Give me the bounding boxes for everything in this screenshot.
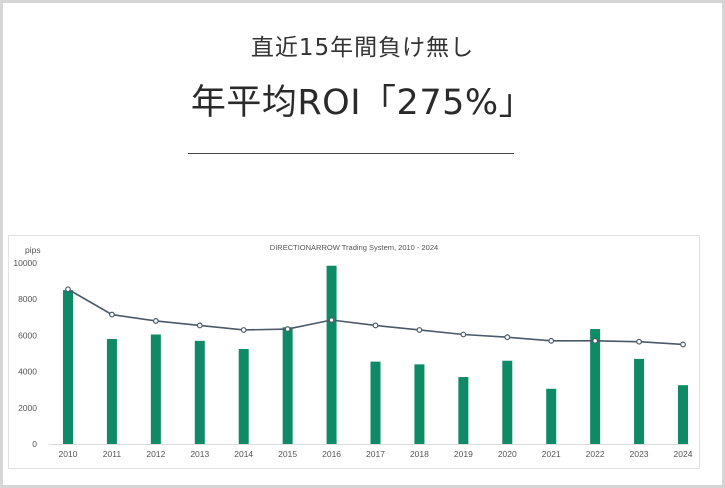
line-point-2021[interactable]: [548, 337, 555, 344]
line-point-2018[interactable]: [416, 327, 423, 333]
line-point-2015[interactable]: [284, 326, 291, 332]
bar-2021[interactable]: [546, 388, 557, 444]
x-tick-label: 2015: [278, 449, 297, 459]
x-tick-label: 2019: [454, 449, 473, 459]
bar-2024[interactable]: [678, 385, 688, 444]
bar-2013[interactable]: [194, 340, 205, 444]
x-tick-label: 2017: [366, 449, 385, 459]
y-tick-label: 10000: [13, 258, 37, 268]
page-headline: 年平均ROI「275%」: [190, 83, 535, 123]
line-point-2010[interactable]: [65, 286, 71, 293]
x-tick-label: 2024: [674, 449, 693, 459]
x-tick-label: 2013: [190, 449, 209, 459]
bar-2018[interactable]: [414, 364, 425, 444]
x-tick-label: 2012: [146, 449, 165, 459]
x-tick-label: 2014: [234, 449, 253, 459]
x-tick-label: 2018: [410, 449, 429, 459]
chart-container: DIRECTIONARROW Trading System, 2010 - 20…: [8, 235, 700, 469]
divider: [188, 153, 514, 154]
bar-2020[interactable]: [502, 360, 513, 444]
x-tick-label: 2023: [630, 449, 649, 459]
line-point-2013[interactable]: [196, 322, 203, 329]
line-point-2016[interactable]: [328, 317, 335, 323]
line-point-2014[interactable]: [240, 327, 247, 333]
bar-2012[interactable]: [150, 334, 161, 444]
y-tick-label: 2000: [18, 403, 37, 413]
line-point-2017[interactable]: [372, 322, 379, 329]
chart-title: DIRECTIONARROW Trading System, 2010 - 20…: [270, 243, 438, 252]
x-tick-label: 2011: [103, 449, 122, 459]
bar-2017[interactable]: [370, 361, 381, 444]
bar-2016[interactable]: [326, 265, 337, 444]
bar-2019[interactable]: [458, 377, 469, 444]
line-point-2022[interactable]: [592, 337, 599, 344]
x-tick-label: 2021: [542, 449, 561, 459]
x-tick-label: 2022: [586, 449, 605, 459]
line-point-2023[interactable]: [636, 338, 642, 345]
bar-2022[interactable]: [590, 329, 601, 444]
bar-2010[interactable]: [63, 290, 73, 444]
line-point-2019[interactable]: [460, 331, 467, 338]
bar-2023[interactable]: [634, 358, 645, 444]
y-tick-label: 4000: [18, 367, 37, 377]
y-tick-label: 0: [32, 439, 37, 449]
line-point-2011[interactable]: [109, 311, 115, 318]
bar-2011[interactable]: [106, 339, 117, 444]
bar-2015[interactable]: [282, 327, 293, 444]
page-subtitle: 直近15年間負け無し: [250, 35, 475, 61]
x-tick-label: 2020: [498, 449, 517, 459]
line-point-2020[interactable]: [504, 334, 511, 341]
y-tick-label: 8000: [18, 294, 37, 304]
y-tick-label: 6000: [18, 330, 37, 340]
bar-line-chart: DIRECTIONARROW Trading System, 2010 - 20…: [13, 243, 693, 459]
line-point-2024[interactable]: [680, 341, 686, 348]
bar-2014[interactable]: [238, 348, 249, 444]
x-tick-label: 2016: [322, 449, 341, 459]
y-axis-label: pips: [25, 245, 41, 255]
x-tick-label: 2010: [59, 449, 78, 459]
line-point-2012[interactable]: [152, 318, 159, 324]
